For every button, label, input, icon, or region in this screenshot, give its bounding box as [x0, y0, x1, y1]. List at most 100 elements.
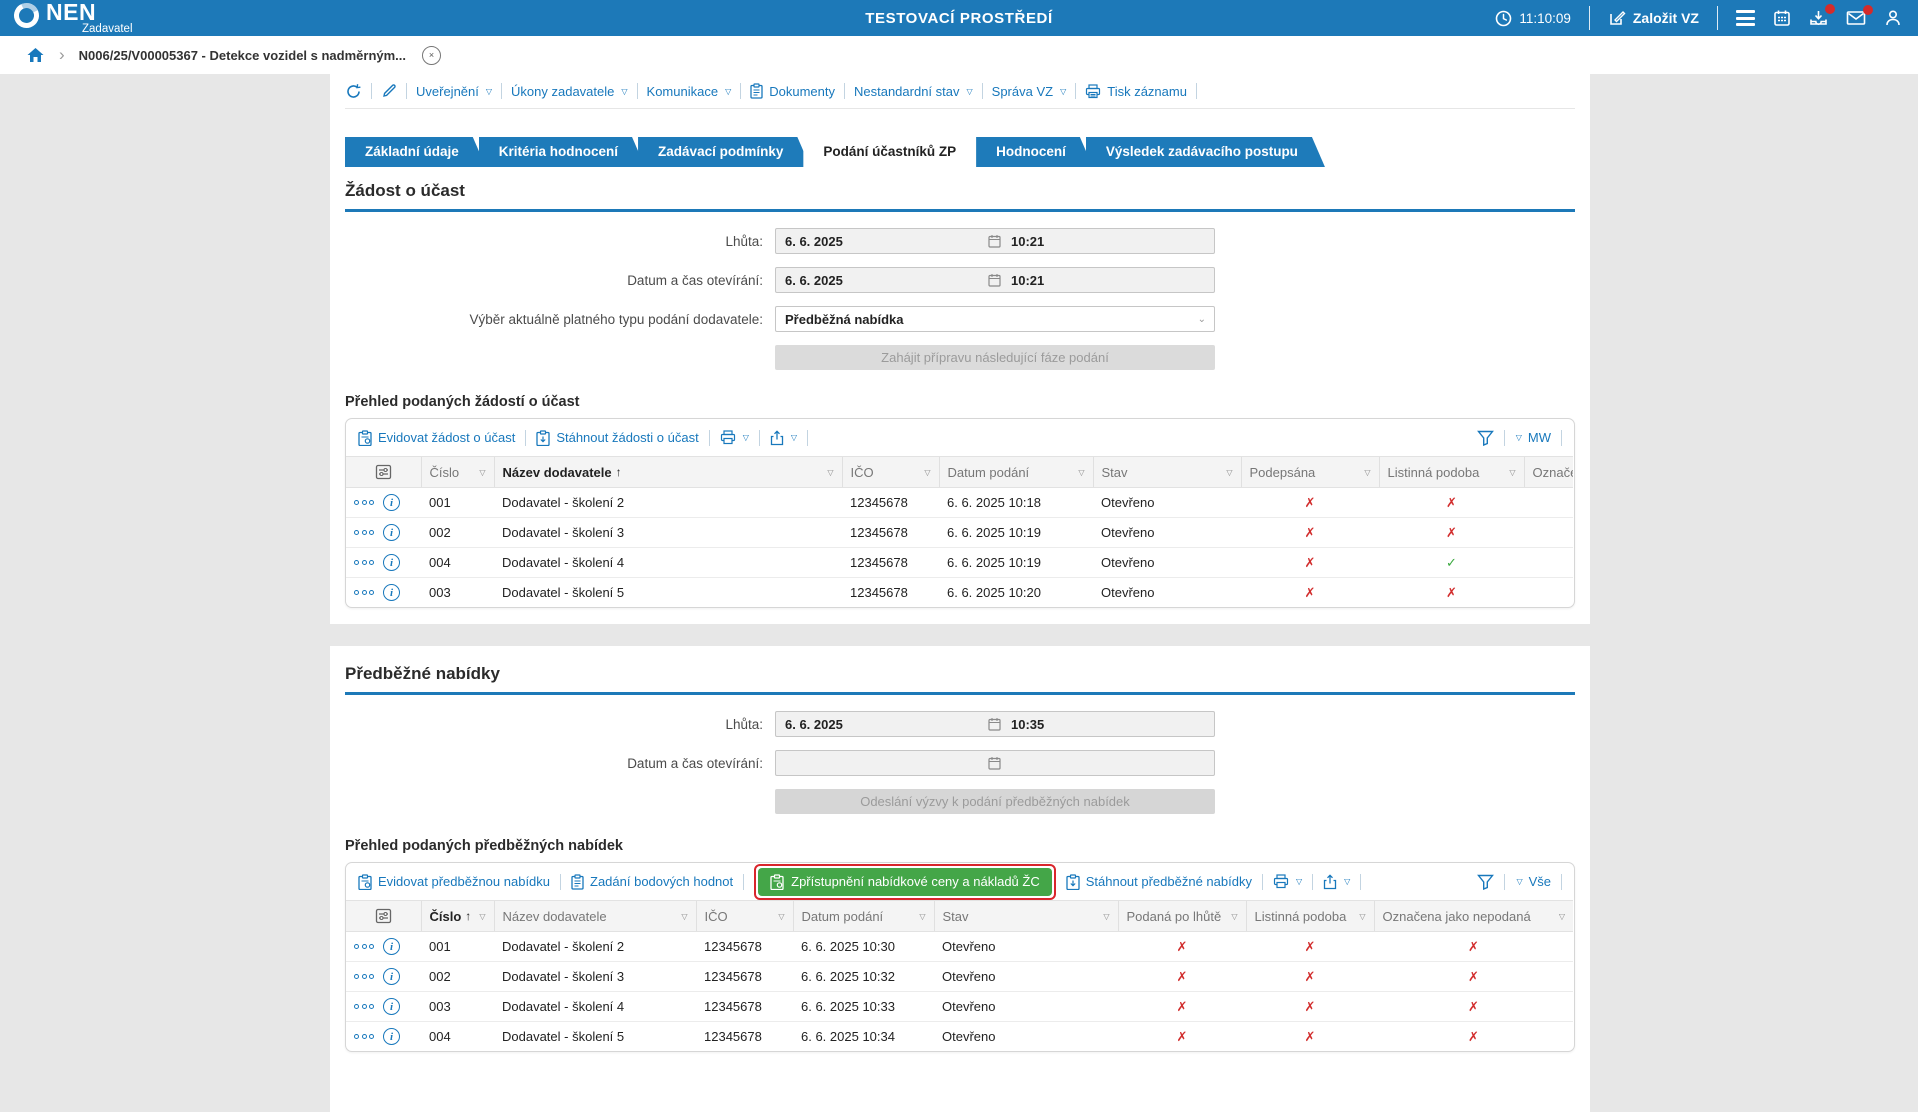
row-info-icon[interactable]: i	[383, 554, 400, 571]
column-header[interactable]: Stav▽	[1093, 457, 1241, 488]
download-requests-button[interactable]: Stáhnout žádosti o účast	[536, 430, 698, 446]
column-filter-icon[interactable]: ▽	[1509, 468, 1515, 477]
table-row[interactable]: i004Dodavatel - školení 5123456786. 6. 2…	[346, 1022, 1573, 1052]
column-header[interactable]: IČO▽	[696, 901, 793, 932]
row-info-icon[interactable]: i	[383, 584, 400, 601]
column-header[interactable]: Podepsána▽	[1241, 457, 1379, 488]
table-row[interactable]: i001Dodavatel - školení 2123456786. 6. 2…	[346, 932, 1573, 962]
column-settings-button[interactable]	[346, 457, 421, 488]
row-info-icon[interactable]: i	[383, 998, 400, 1015]
column-filter-icon[interactable]: ▽	[1364, 468, 1370, 477]
tab-zakladni-udaje[interactable]: Základní údaje	[345, 137, 486, 167]
column-settings-button[interactable]	[346, 901, 421, 932]
deadline-datetime-field[interactable]: 6. 6. 2025 10:21	[775, 228, 1215, 254]
download-preliminary-offers-button[interactable]: Stáhnout předběžné nabídky	[1066, 874, 1252, 890]
column-header[interactable]: Datum podání▽	[939, 457, 1093, 488]
create-vz-button[interactable]: Založit VZ	[1608, 9, 1699, 27]
unlock-price-button[interactable]: Zpřístupnění nabídkové ceny a nákladů ŽC	[758, 868, 1052, 896]
filter-preset-selector[interactable]: ▽ MW	[1515, 430, 1551, 445]
menu-icon[interactable]	[1736, 10, 1755, 26]
column-header[interactable]: Listinná podoba▽	[1246, 901, 1374, 932]
print-list-button[interactable]: ▽	[720, 430, 749, 445]
breadcrumb-item[interactable]: N006/25/V00005367 - Detekce vozidel s na…	[79, 48, 406, 63]
column-filter-icon[interactable]: ▽	[479, 912, 485, 921]
close-tab-icon[interactable]: ×	[422, 46, 441, 65]
pencil-icon[interactable]	[381, 83, 397, 99]
row-info-icon[interactable]: i	[383, 938, 400, 955]
column-header[interactable]: Číslo▽	[421, 457, 494, 488]
calendar-icon[interactable]	[1773, 9, 1791, 27]
print-list-button[interactable]: ▽	[1273, 874, 1302, 889]
column-header[interactable]: Stav▽	[934, 901, 1118, 932]
menu-nestandardni-stav[interactable]: Nestandardní stav▽	[854, 84, 973, 99]
mail-icon[interactable]	[1846, 10, 1866, 26]
tab-zadavaci-podminky[interactable]: Zadávací podmínky	[638, 137, 810, 167]
filter-funnel-icon[interactable]	[1477, 874, 1494, 890]
row-actions-icon[interactable]	[354, 500, 374, 505]
home-icon[interactable]	[26, 46, 45, 64]
column-filter-icon[interactable]: ▽	[479, 468, 485, 477]
column-header[interactable]: Číslo↑▽	[421, 901, 494, 932]
table-row[interactable]: i003Dodavatel - školení 5123456786. 6. 2…	[346, 578, 1573, 608]
menu-ukony-zadavatele[interactable]: Úkony zadavatele▽	[511, 84, 628, 99]
column-filter-icon[interactable]: ▽	[919, 912, 925, 921]
send-call-button[interactable]: Odeslání výzvy k podání předběžných nabí…	[775, 789, 1215, 814]
menu-komunikace[interactable]: Komunikace▽	[647, 84, 732, 99]
menu-dokumenty[interactable]: Dokumenty	[750, 83, 835, 99]
row-info-icon[interactable]: i	[383, 524, 400, 541]
downloads-tray-icon[interactable]	[1809, 9, 1828, 27]
row-actions-icon[interactable]	[354, 560, 374, 565]
row-actions-icon[interactable]	[354, 1004, 374, 1009]
column-header[interactable]: IČO▽	[842, 457, 939, 488]
row-actions-icon[interactable]	[354, 1034, 374, 1039]
register-request-button[interactable]: Evidovat žádost o účast	[358, 430, 515, 446]
column-header[interactable]: Listinná podoba▽	[1379, 457, 1524, 488]
menu-uverejneni[interactable]: Uveřejnění▽	[416, 84, 492, 99]
export-list-button[interactable]: ▽	[770, 430, 797, 446]
enter-point-values-button[interactable]: Zadání bodových hodnot	[571, 874, 733, 890]
tab-vysledek-zadavaciho-postupu[interactable]: Výsledek zadávacího postupu	[1086, 137, 1325, 167]
filter-preset-selector[interactable]: ▽ Vše	[1515, 874, 1551, 889]
column-filter-icon[interactable]: ▽	[924, 468, 930, 477]
column-header[interactable]: Označe▽	[1524, 457, 1573, 488]
preliminary-opening-field[interactable]	[775, 750, 1215, 776]
menu-tisk-zaznamu[interactable]: Tisk záznamu	[1085, 84, 1187, 99]
column-filter-icon[interactable]: ▽	[778, 912, 784, 921]
tab-podani-ucastniku-zp[interactable]: Podání účastníků ZP	[803, 137, 983, 167]
column-filter-icon[interactable]: ▽	[1103, 912, 1109, 921]
column-header[interactable]: Označena jako nepodaná▽	[1374, 901, 1573, 932]
calendar-icon[interactable]	[988, 717, 1001, 731]
column-filter-icon[interactable]: ▽	[1359, 912, 1365, 921]
next-phase-button[interactable]: Zahájit přípravu následující fáze podání	[775, 345, 1215, 370]
column-filter-icon[interactable]: ▽	[1231, 912, 1237, 921]
calendar-icon[interactable]	[988, 234, 1001, 248]
column-header[interactable]: Název dodavatele▽	[494, 901, 696, 932]
row-info-icon[interactable]: i	[383, 968, 400, 985]
column-filter-icon[interactable]: ▽	[1226, 468, 1232, 477]
column-filter-icon[interactable]: ▽	[827, 468, 833, 477]
table-row[interactable]: i002Dodavatel - školení 3123456786. 6. 2…	[346, 518, 1573, 548]
export-list-button[interactable]: ▽	[1323, 874, 1350, 890]
row-info-icon[interactable]: i	[383, 494, 400, 511]
tab-kriteria-hodnoceni[interactable]: Kritéria hodnocení	[479, 137, 645, 167]
row-info-icon[interactable]: i	[383, 1028, 400, 1045]
filter-funnel-icon[interactable]	[1477, 430, 1494, 446]
table-row[interactable]: i003Dodavatel - školení 4123456786. 6. 2…	[346, 992, 1573, 1022]
register-preliminary-offer-button[interactable]: Evidovat předběžnou nabídku	[358, 874, 550, 890]
column-filter-icon[interactable]: ▽	[1559, 912, 1565, 921]
row-actions-icon[interactable]	[354, 530, 374, 535]
table-row[interactable]: i001Dodavatel - školení 2123456786. 6. 2…	[346, 488, 1573, 518]
table-row[interactable]: i004Dodavatel - školení 4123456786. 6. 2…	[346, 548, 1573, 578]
menu-sprava-vz[interactable]: Správa VZ▽	[992, 84, 1067, 99]
calendar-icon[interactable]	[988, 273, 1001, 287]
row-actions-icon[interactable]	[354, 590, 374, 595]
column-filter-icon[interactable]: ▽	[1078, 468, 1084, 477]
opening-datetime-field[interactable]: 6. 6. 2025 10:21	[775, 267, 1215, 293]
row-actions-icon[interactable]	[354, 974, 374, 979]
table-row[interactable]: i002Dodavatel - školení 3123456786. 6. 2…	[346, 962, 1573, 992]
refresh-icon[interactable]	[345, 83, 362, 100]
calendar-icon[interactable]	[988, 756, 1001, 770]
tab-hodnoceni[interactable]: Hodnocení	[976, 137, 1093, 167]
column-header[interactable]: Název dodavatele↑▽	[494, 457, 842, 488]
row-actions-icon[interactable]	[354, 944, 374, 949]
